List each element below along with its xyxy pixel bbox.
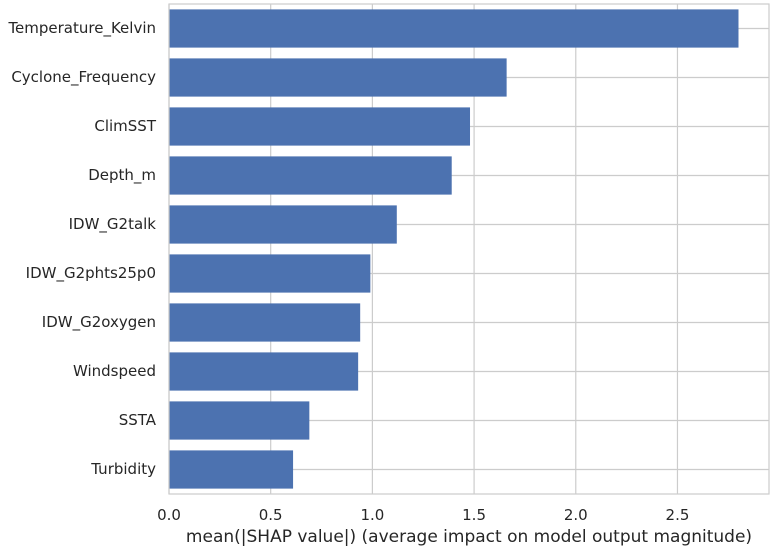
- x-tick-labels: 0.0 0.5 1.0 1.5 2.0 2.5: [157, 506, 689, 524]
- bar-Windspeed: [169, 352, 359, 391]
- x-tick-label: 0.5: [259, 506, 283, 524]
- bar-IDW_G2oxygen: [169, 303, 361, 342]
- bar-IDW_G2phts25p0: [169, 254, 371, 293]
- x-axis-label: mean(|SHAP value|) (average impact on mo…: [186, 527, 752, 547]
- category-label: IDW_G2talk: [69, 215, 157, 234]
- bar-Cyclone_Frequency: [169, 58, 507, 97]
- bar-SSTA: [169, 401, 310, 440]
- category-label: Temperature_Kelvin: [7, 19, 156, 38]
- bar-Turbidity: [169, 450, 294, 489]
- category-label: Windspeed: [73, 362, 156, 380]
- category-label: ClimSST: [94, 117, 156, 135]
- bars: [169, 9, 739, 489]
- x-tick-label: 1.0: [360, 506, 384, 524]
- x-tick-label: 2.5: [666, 506, 690, 524]
- category-label: SSTA: [119, 411, 157, 429]
- bar-ClimSST: [169, 107, 471, 146]
- category-label: Cyclone_Frequency: [11, 68, 156, 87]
- category-label: Turbidity: [90, 460, 156, 478]
- bar-IDW_G2talk: [169, 205, 397, 244]
- bar-Temperature_Kelvin: [169, 9, 739, 48]
- category-label: IDW_G2phts25p0: [26, 264, 156, 283]
- category-label: IDW_G2oxygen: [42, 313, 156, 332]
- x-tick-label: 1.5: [462, 506, 486, 524]
- x-tick-label: 0.0: [157, 506, 181, 524]
- plot-frame: [168, 3, 770, 495]
- bar-Depth_m: [169, 156, 452, 195]
- x-tick-label: 2.0: [564, 506, 588, 524]
- category-label: Depth_m: [88, 166, 156, 185]
- category-labels: Temperature_Kelvin Cyclone_Frequency ClimS…: [7, 19, 156, 478]
